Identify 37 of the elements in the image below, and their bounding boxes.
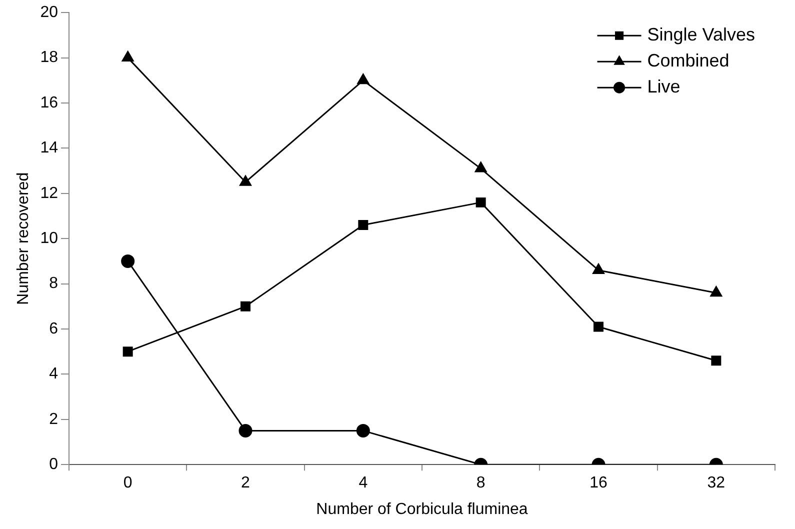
legend-label: Single Valves xyxy=(647,24,756,45)
y-tick-label: 16 xyxy=(40,94,58,112)
y-tick-label: 14 xyxy=(40,140,58,157)
point xyxy=(122,346,133,357)
x-tick-label: 8 xyxy=(476,474,486,492)
point xyxy=(592,263,604,274)
point xyxy=(358,220,368,230)
point xyxy=(357,74,370,84)
y-tick-label: 8 xyxy=(49,275,58,292)
y-tick-label: 10 xyxy=(40,230,58,248)
legend-label: Live xyxy=(647,76,680,97)
point xyxy=(122,51,134,62)
x-axis-title: Number of Corbicula fluminea xyxy=(316,500,528,518)
x-tick-label: 2 xyxy=(241,474,250,492)
point xyxy=(240,301,250,312)
y-tick-label: 4 xyxy=(49,366,58,383)
legend-label: Combined xyxy=(647,50,730,71)
point xyxy=(474,162,487,172)
point xyxy=(240,175,252,186)
y-tick-label: 0 xyxy=(49,456,58,474)
y-tick-label: 18 xyxy=(40,49,58,66)
y-tick-label: 12 xyxy=(40,184,58,202)
point xyxy=(238,424,252,438)
y-tick-label: 6 xyxy=(49,320,58,338)
x-tick-label: 16 xyxy=(590,474,608,492)
y-axis-title: Number recovered xyxy=(15,172,32,305)
point xyxy=(121,254,135,268)
x-tick-label: 4 xyxy=(358,474,368,492)
point xyxy=(711,356,722,366)
point xyxy=(476,197,486,208)
point xyxy=(594,322,604,332)
x-tick-label: 32 xyxy=(707,474,726,492)
y-tick-label: 2 xyxy=(49,410,58,428)
point xyxy=(710,286,722,297)
point xyxy=(356,424,370,438)
y-tick-label: 20 xyxy=(40,4,58,22)
x-tick-label: 0 xyxy=(123,474,132,492)
